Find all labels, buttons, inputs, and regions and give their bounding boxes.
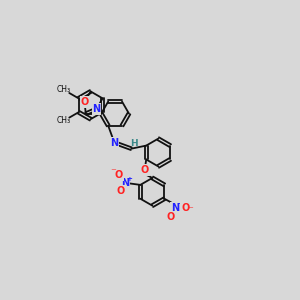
Text: +: +: [177, 201, 183, 207]
Text: O: O: [181, 203, 189, 213]
Text: N: N: [121, 178, 129, 188]
Text: O: O: [140, 165, 149, 175]
Text: O: O: [80, 97, 88, 107]
Text: H: H: [130, 139, 138, 148]
Text: CH₃: CH₃: [57, 85, 71, 94]
Text: +: +: [127, 176, 133, 182]
Text: ⁻: ⁻: [188, 205, 194, 215]
Text: ⁻: ⁻: [110, 167, 116, 177]
Text: N: N: [92, 104, 101, 114]
Text: O: O: [167, 212, 175, 222]
Text: N: N: [110, 137, 118, 148]
Text: N: N: [171, 203, 179, 213]
Text: O: O: [115, 170, 123, 180]
Text: O: O: [116, 186, 124, 196]
Text: CH₃: CH₃: [57, 116, 71, 125]
